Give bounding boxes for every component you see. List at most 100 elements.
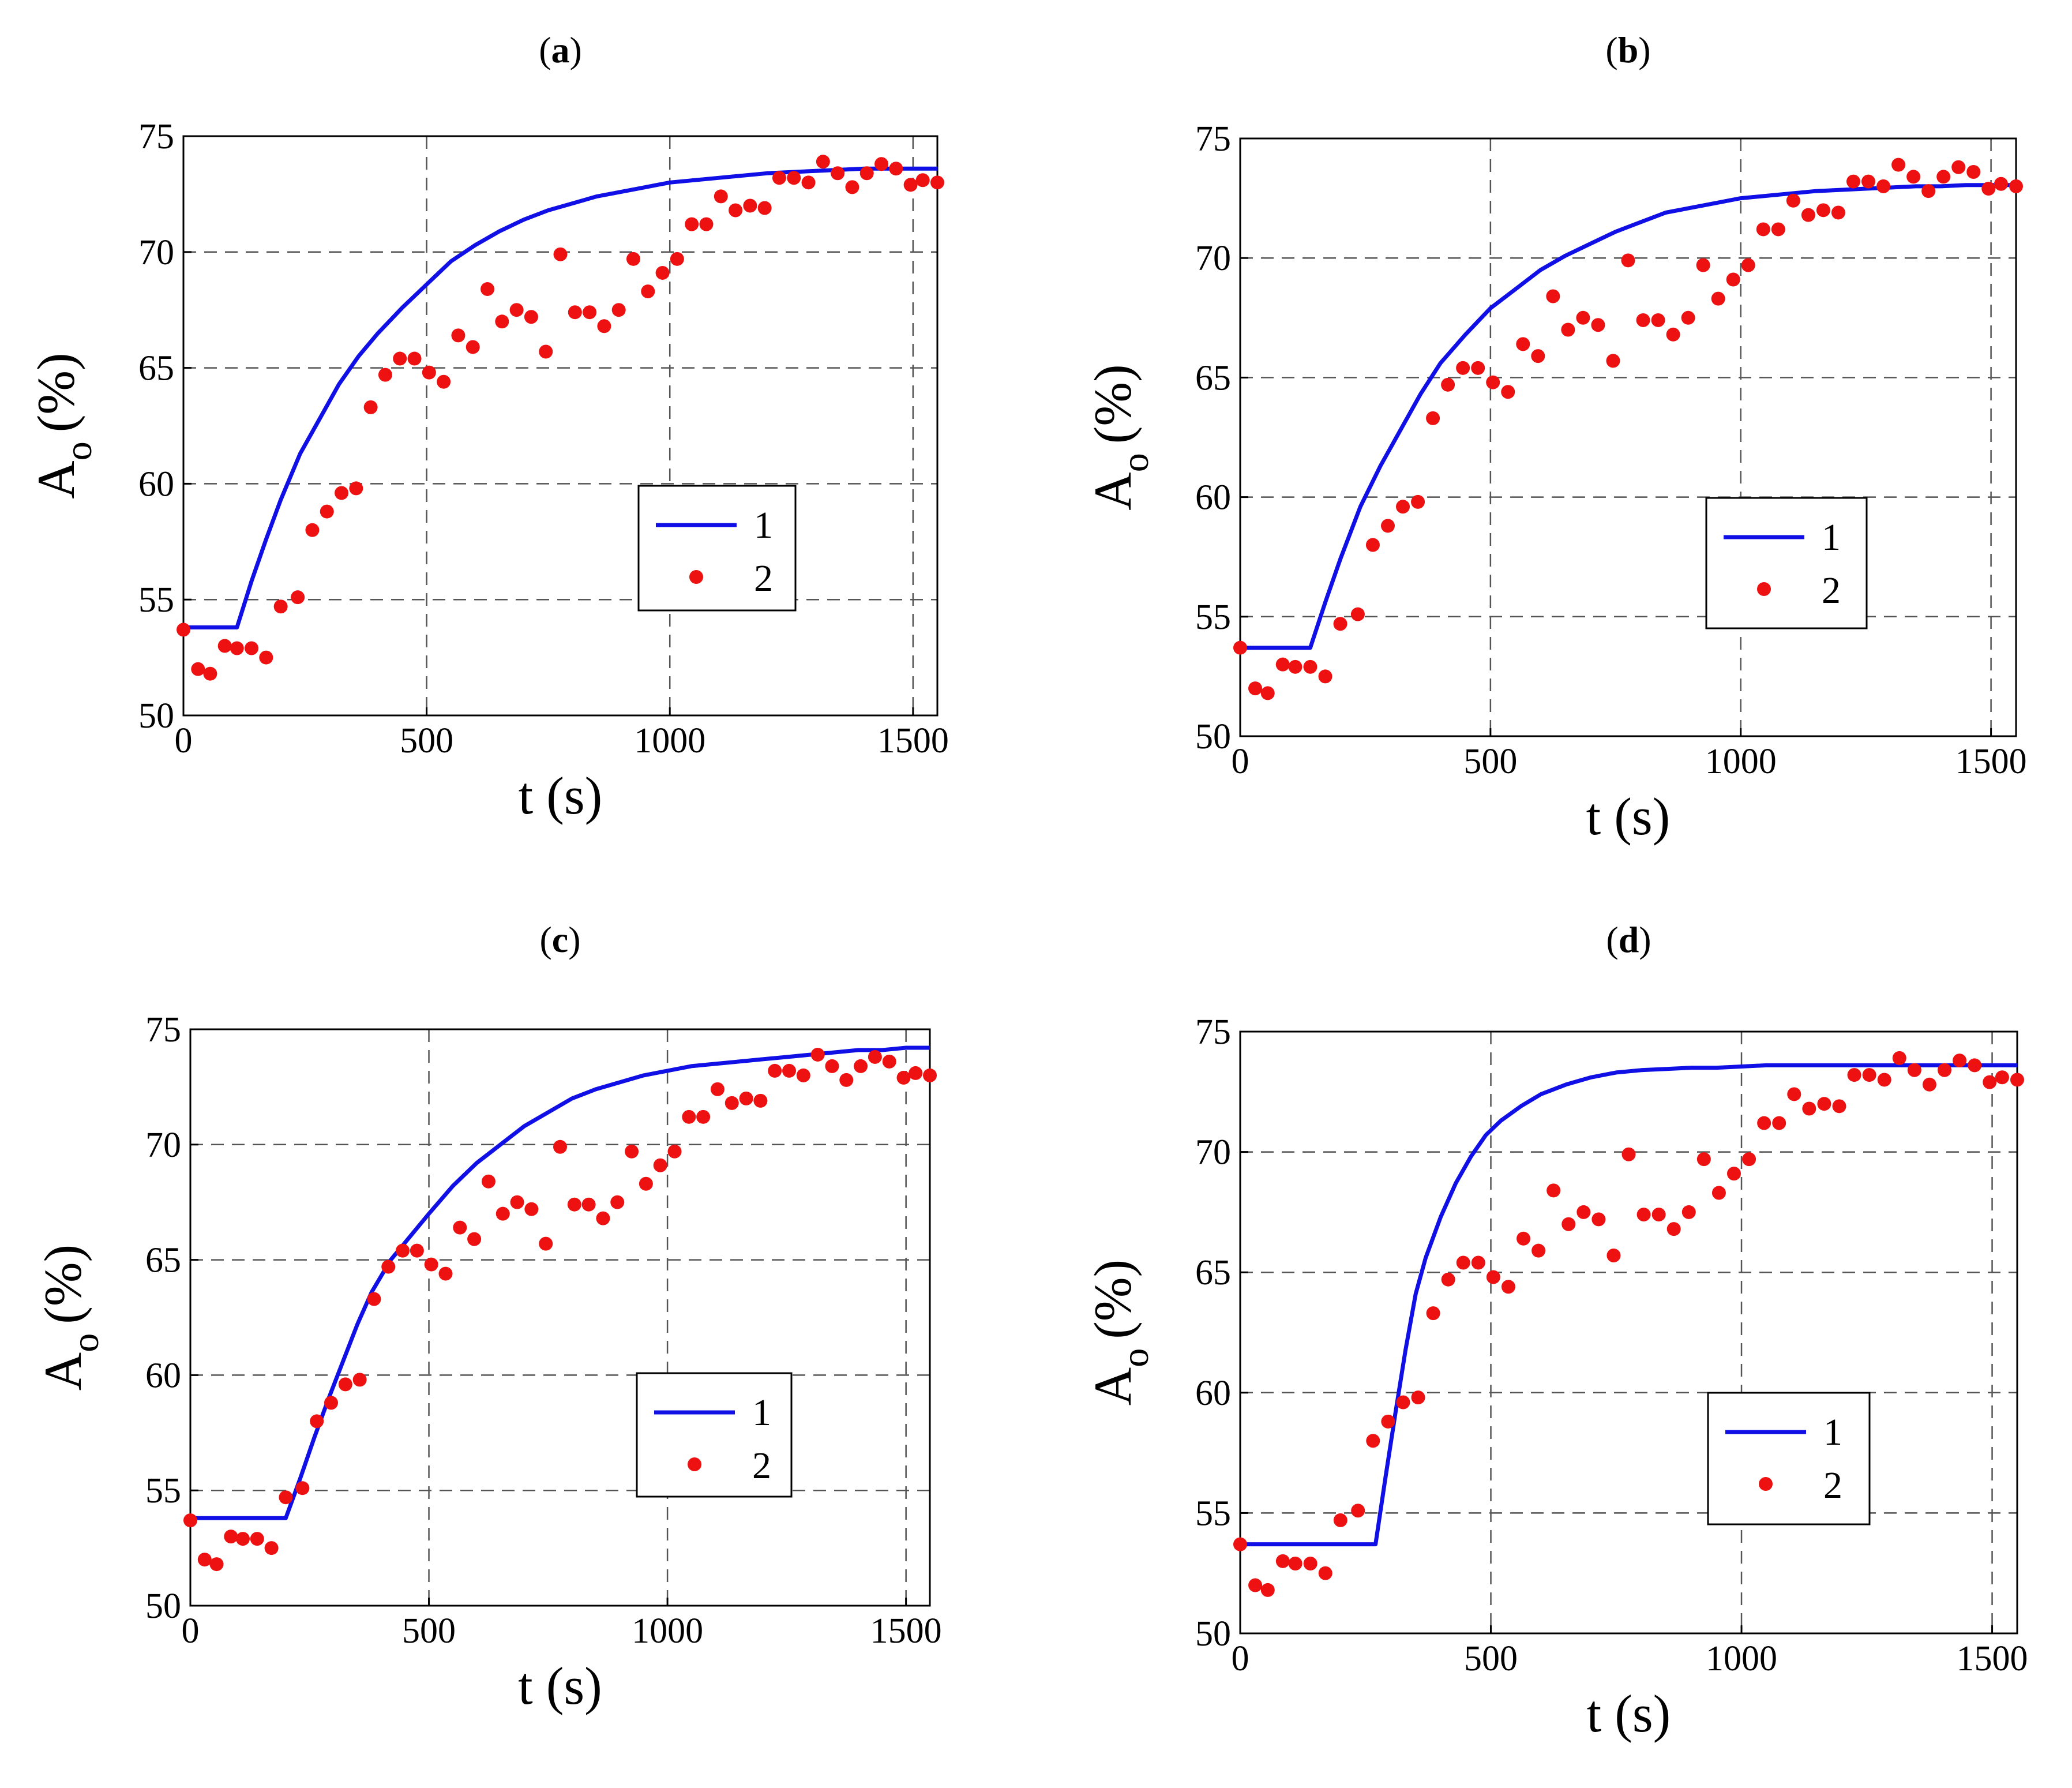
series-2-point [1801, 208, 1815, 222]
legend-marker-swatch [688, 1457, 701, 1471]
series-2-point [1547, 1183, 1561, 1198]
series-2-point [191, 662, 205, 676]
y-axis-label-unit: (%) [1083, 1260, 1142, 1339]
x-tick-label: 500 [1464, 1639, 1518, 1678]
series-2-point [1561, 1217, 1576, 1231]
series-2-point [1333, 617, 1347, 631]
series-2-point [825, 1059, 839, 1073]
series-2-point [896, 1070, 911, 1085]
legend-label-2: 2 [1822, 569, 1841, 612]
y-axis-label-sub: o [1114, 453, 1157, 472]
series-2-point [422, 365, 436, 380]
series-2-point [273, 599, 288, 614]
series-2-point [1861, 174, 1876, 189]
series-2-point [1621, 1147, 1636, 1161]
series-2-point [753, 1093, 768, 1108]
y-axis-label-main: A [1083, 1367, 1142, 1405]
series-2-point [810, 1047, 825, 1062]
series-2-point [1666, 1222, 1681, 1236]
legend-box [636, 1372, 793, 1498]
y-tick-label: 50 [145, 1587, 181, 1626]
series-2-point [1953, 1054, 1967, 1068]
plot-frame [1239, 1030, 2018, 1635]
series-2-point [320, 504, 334, 519]
legend-label-1: 1 [1822, 516, 1841, 558]
series-2-point [363, 400, 378, 414]
x-tick-label: 1500 [870, 1611, 942, 1651]
series-2-point [641, 284, 655, 299]
series-2-point [1486, 375, 1500, 389]
series-2-point [1846, 174, 1860, 189]
series-2-point [1471, 1255, 1485, 1270]
series-2-point [305, 523, 320, 537]
x-tick-label: 1000 [632, 1611, 703, 1651]
series-2-point [1981, 182, 1996, 196]
series-2-point [1696, 1152, 1711, 1167]
series-1-line [183, 166, 937, 629]
y-axis-label-unit: (%) [33, 1245, 92, 1324]
series-2-point [923, 1068, 937, 1082]
x-tick-label: 1000 [1705, 742, 1777, 781]
series-2-point [1606, 354, 1620, 368]
series-2-point [1546, 289, 1560, 303]
series-2-point [801, 175, 816, 190]
series-2-point [437, 374, 451, 389]
series-2-point [915, 173, 930, 188]
series-2-point [1968, 1058, 1982, 1073]
x-tick-label: 0 [1232, 1639, 1249, 1678]
x-tick-label: 1500 [1955, 742, 2027, 781]
series-2-point [510, 1195, 524, 1209]
y-tick-label: 75 [1195, 119, 1231, 159]
series-2-point [451, 328, 466, 343]
x-axis-label: t (s) [518, 1656, 602, 1715]
series-2-point [1651, 313, 1665, 327]
series-2-point [1531, 349, 1545, 363]
x-tick-label: 500 [402, 1611, 456, 1651]
chart-panel-d: (d) 0 500 1000 1500 50 55 60 65 70 75 t (s) Ao (%) 1 2 [1083, 919, 2028, 1743]
series-2-point [410, 1243, 424, 1258]
x-tick-label: 500 [1463, 742, 1517, 781]
series-2-point [1922, 1077, 1936, 1092]
series-2-point [1892, 1051, 1906, 1065]
y-axis-label: Ao (%) [33, 1245, 107, 1390]
series-2-point [1966, 165, 1981, 179]
series-2-point [264, 1541, 279, 1555]
legend-label-1: 1 [754, 504, 773, 546]
series-2-point [524, 1202, 539, 1216]
series-2-point [714, 189, 728, 204]
series-2-point [854, 1059, 868, 1073]
series-2-point [1380, 519, 1395, 533]
series-2-point [367, 1292, 381, 1306]
series-2-point [610, 1195, 625, 1209]
series-2-point [1772, 1116, 1786, 1130]
series-2-point [407, 351, 422, 366]
series-2-point [496, 1206, 510, 1221]
y-axis-label: Ao (%) [1083, 364, 1157, 510]
series-2-point [553, 247, 568, 261]
y-tick-label: 55 [138, 580, 174, 620]
series-2-point [393, 351, 407, 366]
series-2-point [1365, 538, 1380, 552]
series-2-point [235, 1532, 250, 1546]
series-2-point [438, 1266, 453, 1281]
panel-title: (d) [1606, 919, 1651, 960]
series-2-point [1906, 170, 1921, 184]
series-2-point [481, 282, 495, 297]
y-tick-label: 55 [145, 1471, 181, 1510]
series-2-point [1817, 1097, 1831, 1111]
legend-box [637, 485, 797, 612]
series-2-point [1248, 681, 1263, 696]
y-tick-label: 75 [145, 1010, 181, 1049]
series-2-point [1995, 1070, 2009, 1085]
series-2-point [467, 1232, 482, 1246]
y-axis-label: Ao (%) [1083, 1260, 1157, 1405]
plot-frame [182, 135, 939, 717]
y-tick-label: 50 [138, 696, 174, 736]
series-2-point [310, 1414, 324, 1429]
series-2-point [381, 1260, 396, 1274]
legend-marker-swatch [689, 570, 703, 584]
series-2-point [1333, 1513, 1347, 1527]
series-2-point [845, 180, 859, 194]
series-2-point [930, 175, 944, 190]
series-1-line [1240, 1063, 2017, 1547]
